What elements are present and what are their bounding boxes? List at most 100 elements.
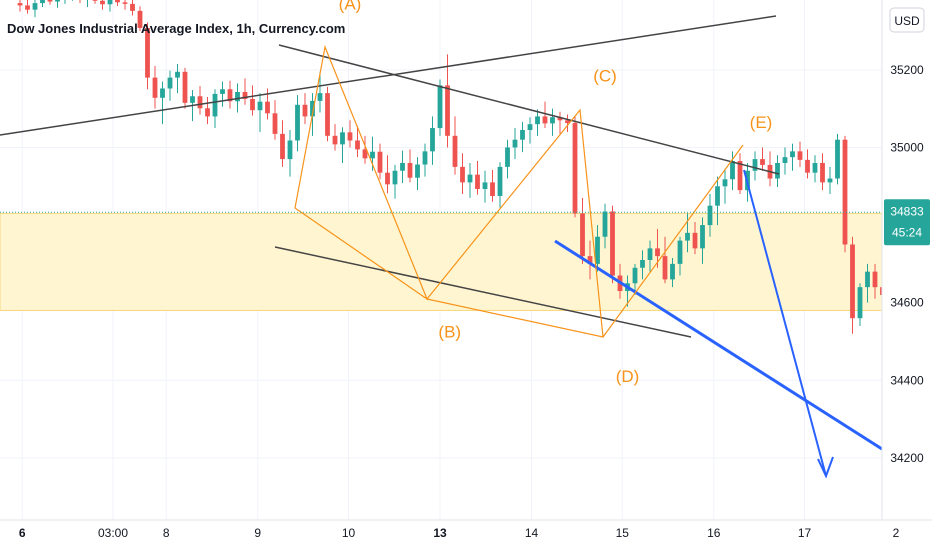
candle xyxy=(122,0,128,10)
candle-body xyxy=(850,244,855,319)
candle xyxy=(707,194,713,237)
candle-body xyxy=(197,96,203,109)
candle xyxy=(692,221,698,255)
candle-body xyxy=(422,151,428,165)
candle-body xyxy=(520,130,525,140)
candle xyxy=(160,81,165,125)
currency-label: USD xyxy=(894,14,920,28)
candle xyxy=(827,166,833,195)
descending-support-line xyxy=(274,246,692,338)
candle xyxy=(587,240,593,280)
candle xyxy=(685,213,690,253)
candle xyxy=(722,168,728,204)
candle xyxy=(79,0,81,4)
candle-body xyxy=(490,182,495,196)
candle xyxy=(295,95,300,152)
candle xyxy=(100,0,105,10)
candle xyxy=(25,0,30,14)
candle-body xyxy=(527,124,533,130)
time-tick-label: 2 xyxy=(893,526,900,540)
candle xyxy=(362,135,368,164)
candle-body xyxy=(812,162,818,173)
candle xyxy=(872,263,878,299)
candle-body xyxy=(670,263,675,280)
price-axis[interactable]: USD 35200 35000 34600 34400 34200 34833 45:2… xyxy=(881,0,932,520)
candle-body xyxy=(122,2,128,4)
candle xyxy=(40,0,45,7)
candle xyxy=(302,93,308,125)
candle xyxy=(107,0,113,12)
price-tick-label: 35200 xyxy=(890,63,924,77)
candle-body xyxy=(347,132,353,141)
candle xyxy=(452,116,458,175)
candle xyxy=(407,149,413,183)
candle-body xyxy=(205,108,210,117)
candle-body xyxy=(685,232,690,241)
candle-body xyxy=(752,159,758,171)
upper-channel-line xyxy=(0,15,777,136)
forecast-arrow xyxy=(743,169,827,477)
candle-body xyxy=(580,213,585,257)
candle xyxy=(385,155,390,194)
time-tick-label: 17 xyxy=(798,526,812,540)
candle xyxy=(250,85,255,116)
candle xyxy=(775,155,780,188)
candle-body xyxy=(167,77,173,89)
wave-label: (C) xyxy=(593,66,617,85)
time-tick-label: 03:00 xyxy=(98,526,128,540)
time-tick-label: 14 xyxy=(525,526,539,540)
wave-pattern: (A) (B) (C) (D) (E) xyxy=(294,0,772,386)
candle xyxy=(137,6,143,32)
candle-body xyxy=(610,211,615,276)
trend-lines xyxy=(0,15,883,479)
candle xyxy=(730,151,735,191)
candle xyxy=(92,0,98,4)
support-zone xyxy=(0,212,883,311)
candle xyxy=(242,78,248,105)
candle xyxy=(572,116,578,218)
candle xyxy=(475,161,480,195)
currency-button[interactable] xyxy=(889,7,925,33)
candle-body xyxy=(130,3,135,11)
candle xyxy=(212,89,218,129)
candle-body xyxy=(17,3,23,6)
candle-body xyxy=(392,170,398,185)
candle xyxy=(512,128,518,160)
candle-body xyxy=(430,128,435,152)
candle-body xyxy=(632,267,638,284)
candle-body xyxy=(445,85,450,136)
candle-body xyxy=(280,133,285,160)
candle-body xyxy=(482,182,488,189)
candle-body xyxy=(662,256,668,280)
candle-body xyxy=(707,205,713,226)
candle xyxy=(797,141,803,167)
candle xyxy=(145,22,150,90)
candle xyxy=(640,250,645,280)
candle-body xyxy=(737,161,743,191)
candle xyxy=(535,109,540,136)
candle xyxy=(32,0,38,18)
candle-body xyxy=(25,5,30,10)
candle xyxy=(325,86,330,142)
time-tick-label: 13 xyxy=(433,526,447,540)
candle xyxy=(820,153,825,191)
candle xyxy=(272,100,278,140)
time-tick-label: 6 xyxy=(19,526,26,540)
candle-body xyxy=(535,116,540,125)
candle-body xyxy=(857,287,863,319)
time-axis[interactable]: 6 03:00 8 9 10 13 14 15 16 17 2 xyxy=(0,519,932,550)
wave-triangle-ab xyxy=(294,44,429,301)
candle xyxy=(700,217,705,264)
candle xyxy=(415,157,420,191)
candle xyxy=(377,143,383,180)
candle xyxy=(445,54,450,148)
candle xyxy=(332,124,338,151)
candle-body xyxy=(152,77,158,98)
price-tick-label: 35000 xyxy=(890,140,924,154)
candle-body xyxy=(362,149,368,159)
candle-body xyxy=(40,0,45,4)
candle xyxy=(812,155,818,183)
candle xyxy=(392,164,398,199)
candle-body xyxy=(407,162,413,178)
